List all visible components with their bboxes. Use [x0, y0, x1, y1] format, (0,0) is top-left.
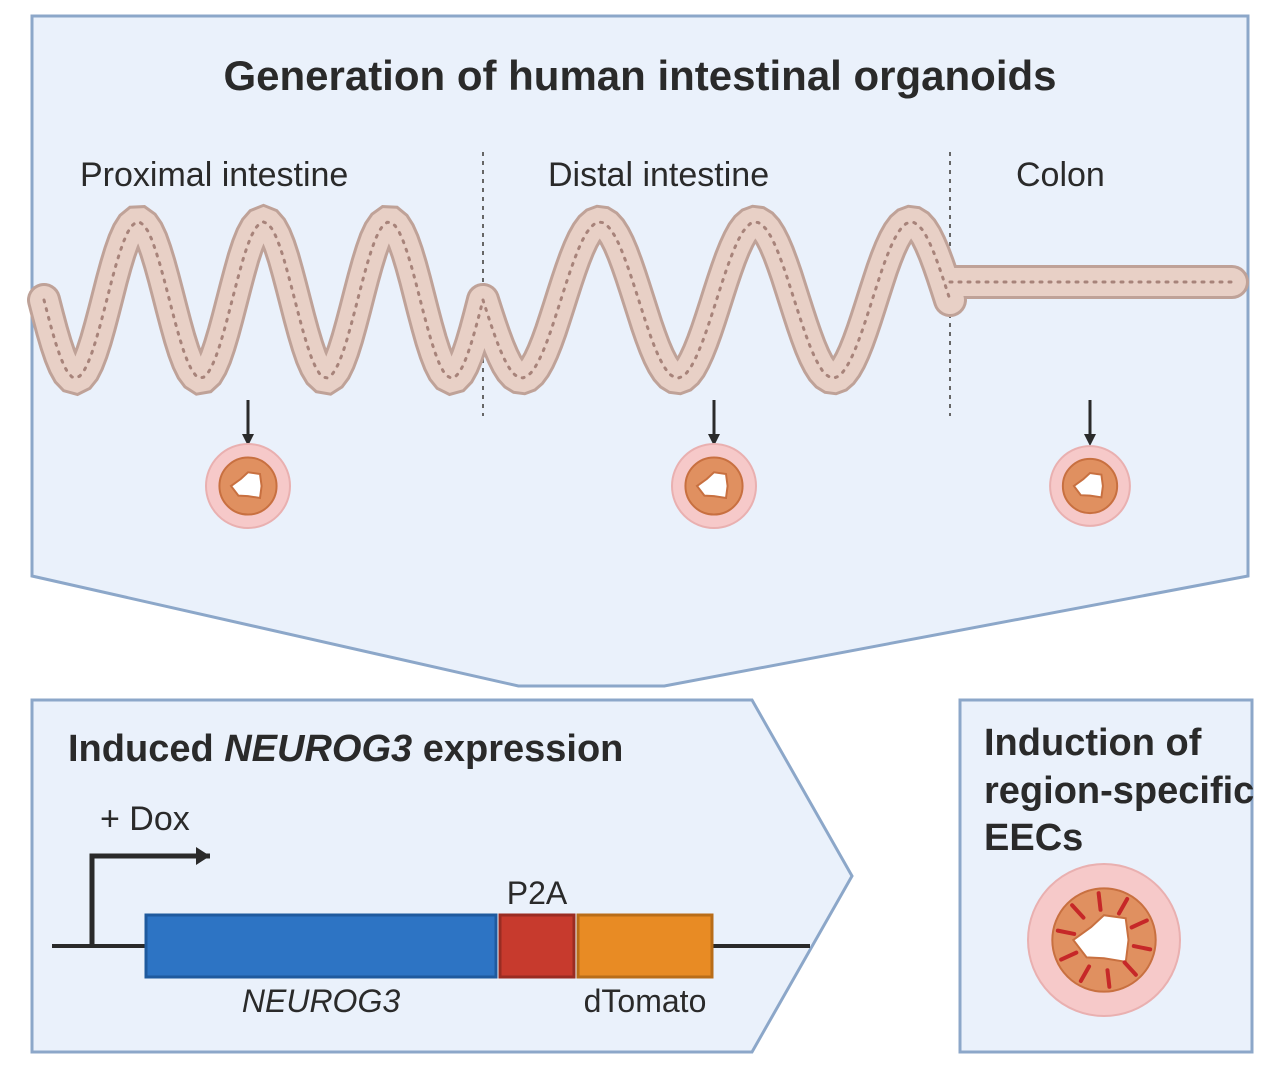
bottom-right-title: Induction ofregion-specificEECs: [984, 720, 1254, 863]
eec-organoid: [1028, 864, 1180, 1016]
bottom-right-panel: [0, 0, 1280, 1073]
